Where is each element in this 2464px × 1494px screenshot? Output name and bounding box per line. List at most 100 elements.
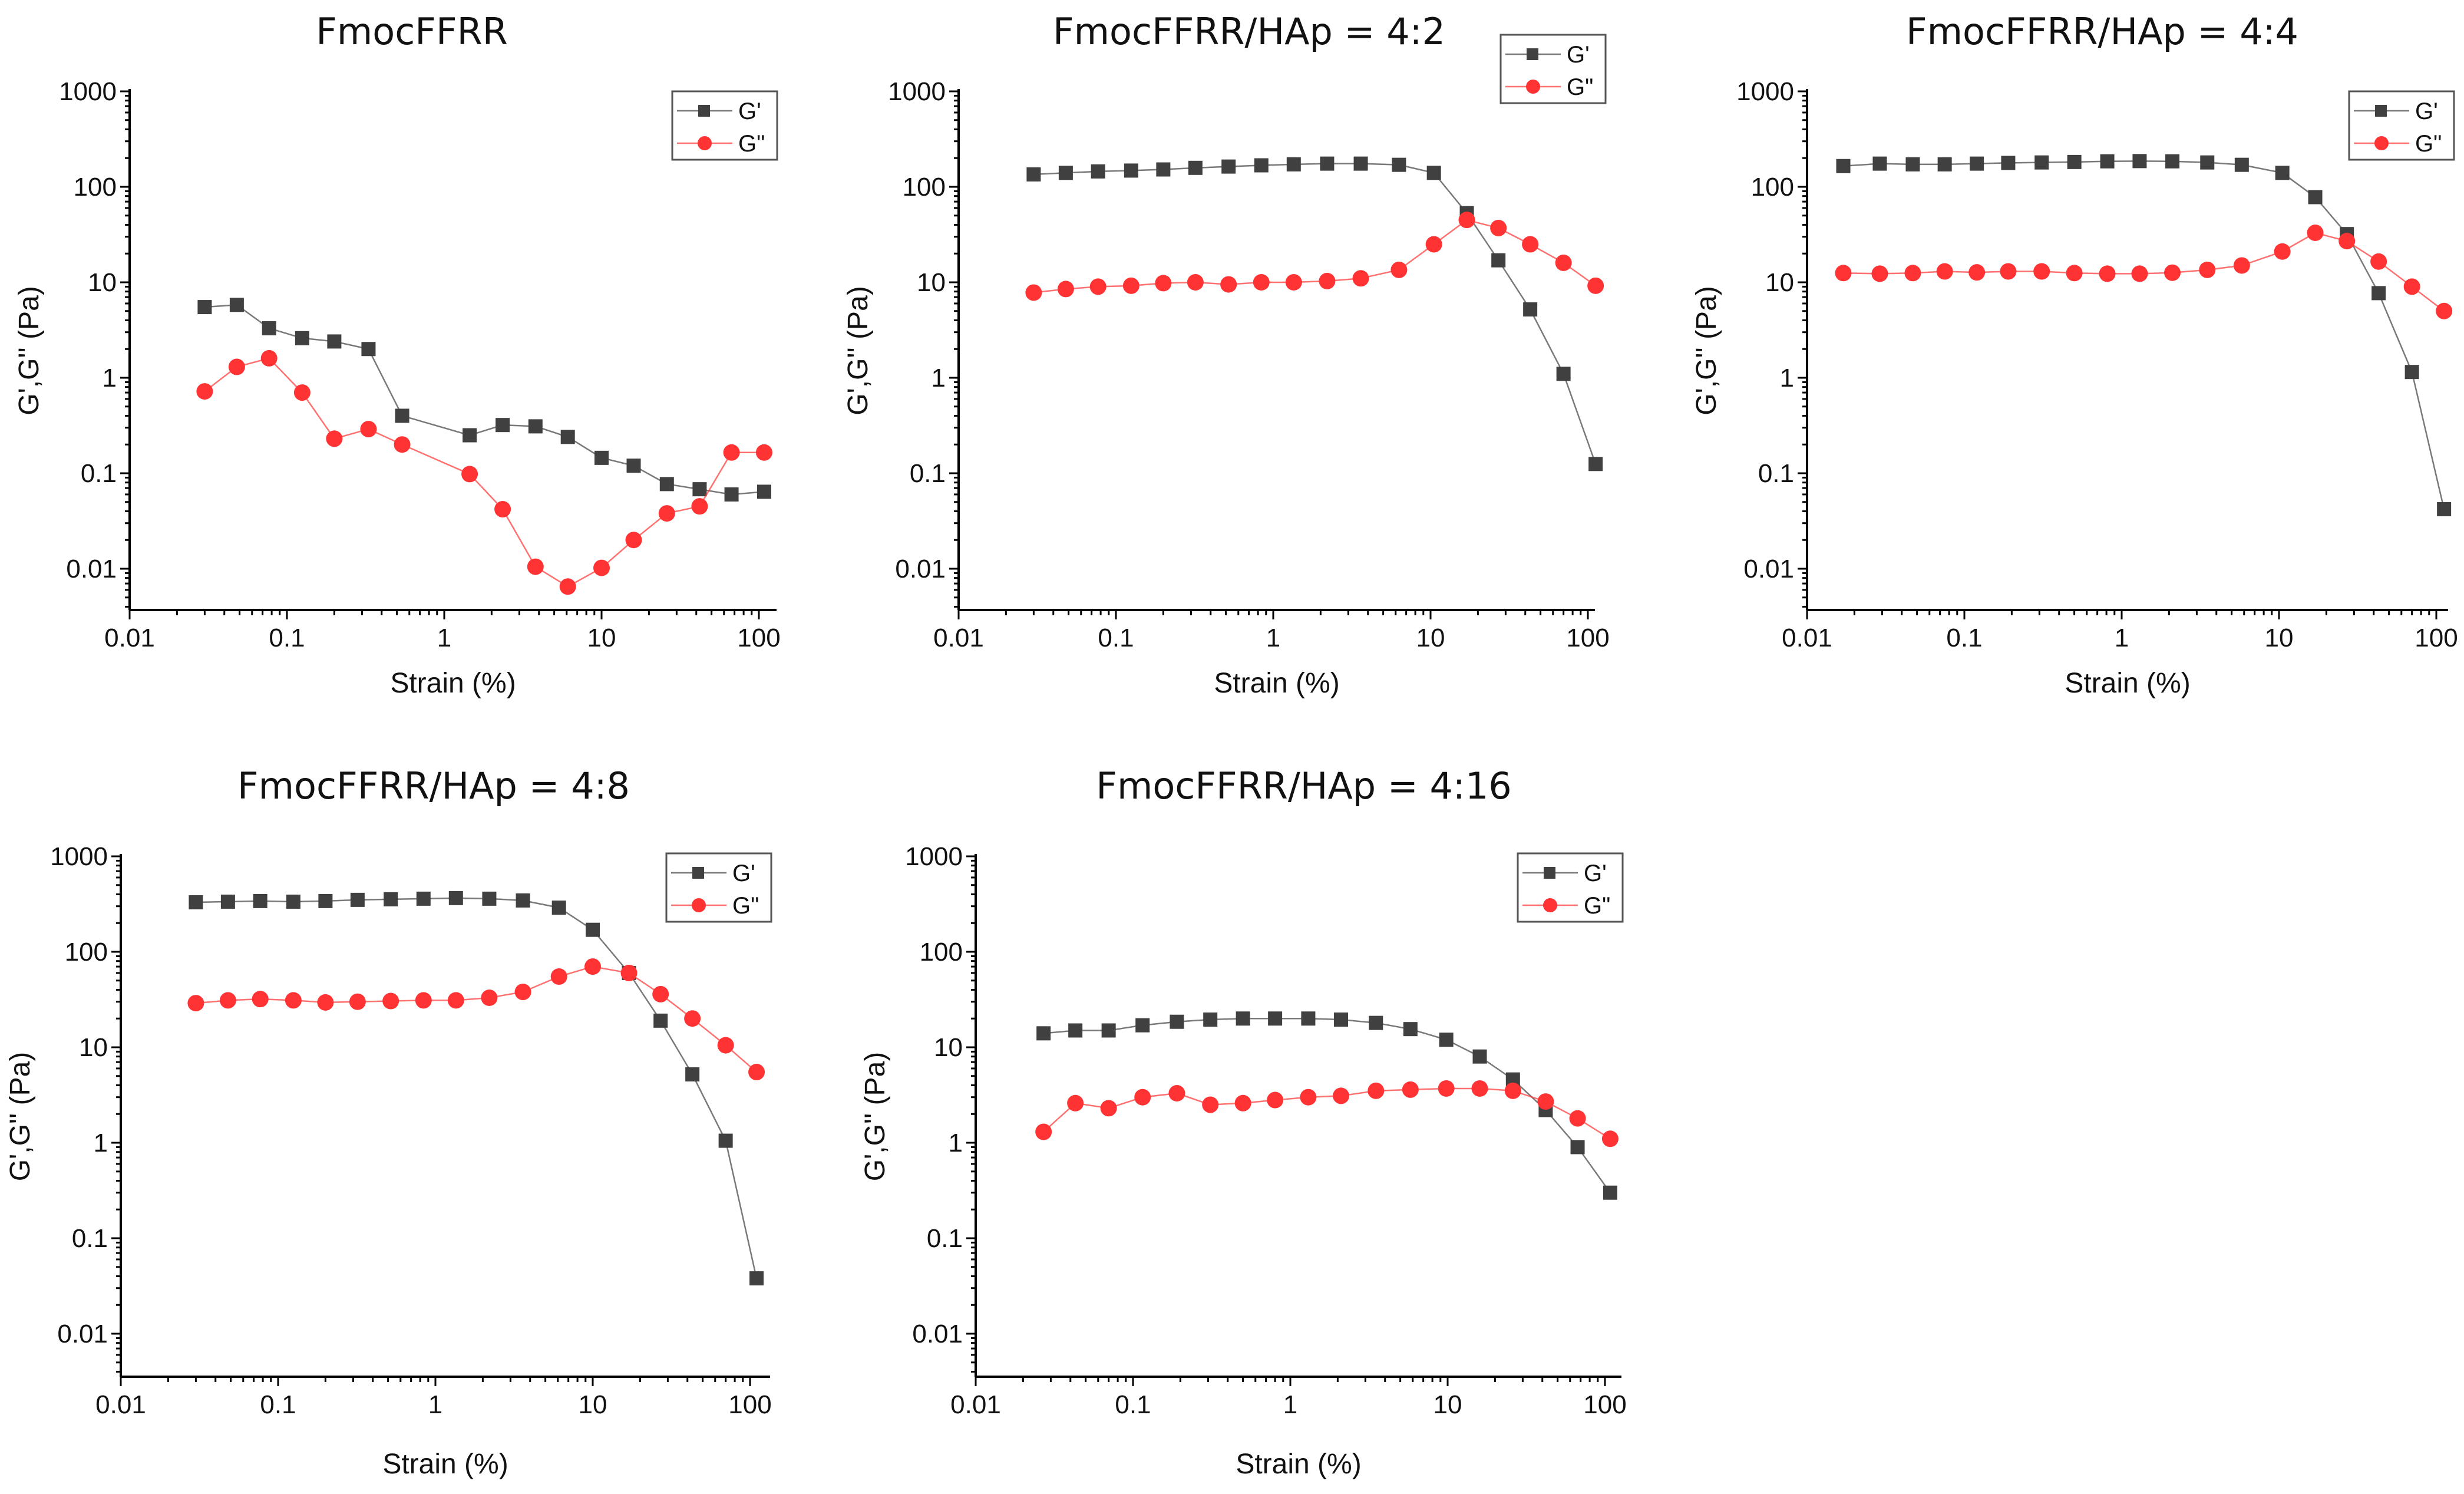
data-point — [447, 992, 464, 1009]
x-tick-label: 1 — [1266, 624, 1280, 652]
data-point — [220, 894, 235, 909]
series-line — [1033, 163, 1597, 464]
data-point — [1187, 274, 1204, 291]
data-point — [1057, 281, 1074, 298]
data-point — [514, 984, 531, 1001]
x-axis-label: Strain (%) — [390, 668, 516, 699]
data-point — [550, 968, 567, 985]
legend: G' G" — [1499, 34, 1607, 104]
x-axis-label: Strain (%) — [382, 1449, 508, 1480]
legend-label: G" — [2415, 131, 2442, 157]
data-point — [415, 992, 432, 1009]
data-point — [1603, 1185, 1617, 1200]
legend: G' G" — [2348, 90, 2455, 161]
x-tick-label: 0.01 — [95, 1390, 146, 1419]
data-point — [285, 992, 302, 1009]
chart-panel-1: FmocFFRR 0.01 0.1 1 10 100 0.01 0.1 1 10 100 1000 St… — [14, 10, 781, 699]
legend-marker — [1526, 80, 1540, 94]
legend-marker — [692, 867, 704, 879]
y-tick-label: 1 — [103, 364, 117, 393]
chart-title: FmocFFRR/HAp = 4:4 — [1906, 10, 2298, 53]
data-point — [197, 300, 212, 315]
x-axis-label: Strain (%) — [1236, 1449, 1361, 1480]
y-tick-label: 10 — [79, 1033, 108, 1062]
series-g-prime — [1036, 1011, 1617, 1200]
data-point — [228, 358, 245, 375]
y-tick-label: 10 — [88, 268, 117, 297]
data-point — [1122, 277, 1139, 294]
data-point — [717, 1037, 734, 1054]
data-point — [560, 430, 575, 444]
legend-label: G' — [2415, 98, 2438, 124]
data-point — [594, 450, 609, 465]
data-point — [327, 334, 342, 349]
data-point — [2001, 156, 2016, 170]
data-point — [2403, 278, 2420, 295]
x-tick-label: 0.1 — [260, 1390, 296, 1419]
x-tick-label: 1 — [428, 1390, 442, 1419]
data-point — [260, 349, 278, 367]
data-point — [2165, 154, 2180, 169]
y-tick-label: 1000 — [59, 77, 117, 106]
series-line — [1043, 1017, 1611, 1193]
y-tick-label: 100 — [903, 173, 946, 202]
data-point — [1555, 254, 1572, 271]
legend-marker — [1543, 898, 1557, 912]
legend-marker — [1544, 867, 1555, 879]
y-tick-label: 1 — [949, 1129, 963, 1157]
data-point — [516, 893, 530, 908]
data-point — [382, 992, 399, 1010]
data-point — [551, 901, 566, 915]
legend-label: G' — [1584, 860, 1607, 886]
data-point — [1570, 1140, 1585, 1155]
y-tick-label: 100 — [65, 938, 108, 967]
series-line — [204, 357, 764, 588]
data-point — [1937, 157, 1952, 172]
data-point — [1369, 1015, 1383, 1030]
x-tick-label: 0.1 — [1946, 624, 1982, 652]
data-point — [482, 891, 497, 906]
x-tick-label: 1 — [437, 624, 451, 652]
data-point — [2066, 265, 2083, 282]
data-point — [361, 342, 376, 357]
y-tick-label: 10 — [934, 1033, 963, 1062]
y-tick-label: 1 — [932, 364, 946, 393]
legend-box — [1499, 34, 1607, 104]
legend-box — [671, 90, 778, 161]
data-point — [1058, 166, 1073, 180]
data-point — [293, 384, 311, 401]
x-tick-label: 10 — [1416, 624, 1445, 652]
data-point — [1968, 264, 1986, 281]
legend-box — [665, 852, 772, 923]
data-point — [1170, 1014, 1184, 1029]
x-tick-label: 0.01 — [104, 624, 155, 652]
data-point — [295, 331, 309, 345]
y-tick-label: 100 — [1751, 173, 1794, 202]
x-tick-label: 1 — [2115, 624, 2129, 652]
legend-marker — [692, 898, 706, 912]
series-g-prime — [189, 891, 764, 1286]
data-point — [659, 477, 674, 492]
x-tick-label: 0.1 — [1115, 1390, 1151, 1419]
series-g-prime — [1836, 154, 2452, 517]
data-point — [684, 1010, 701, 1027]
x-axis-label: Strain (%) — [2065, 668, 2190, 699]
data-point — [1203, 1013, 1218, 1027]
data-point — [1135, 1018, 1150, 1033]
data-point — [658, 505, 675, 522]
data-point — [691, 498, 708, 515]
data-point — [625, 532, 642, 549]
data-point — [1202, 1096, 1219, 1113]
legend-label: G" — [1584, 893, 1610, 919]
series-g-double-prime — [187, 958, 765, 1081]
series-g-prime — [1026, 156, 1603, 471]
legend-label: G" — [1567, 74, 1593, 100]
data-point — [219, 992, 236, 1009]
x-tick-label: 1 — [1283, 1390, 1297, 1419]
legend-label: G' — [738, 98, 761, 124]
series-g-double-prime — [196, 349, 772, 595]
legend: G' G" — [1517, 852, 1624, 923]
data-point — [1100, 1100, 1117, 1117]
data-point — [2234, 157, 2249, 172]
data-point — [384, 892, 398, 906]
